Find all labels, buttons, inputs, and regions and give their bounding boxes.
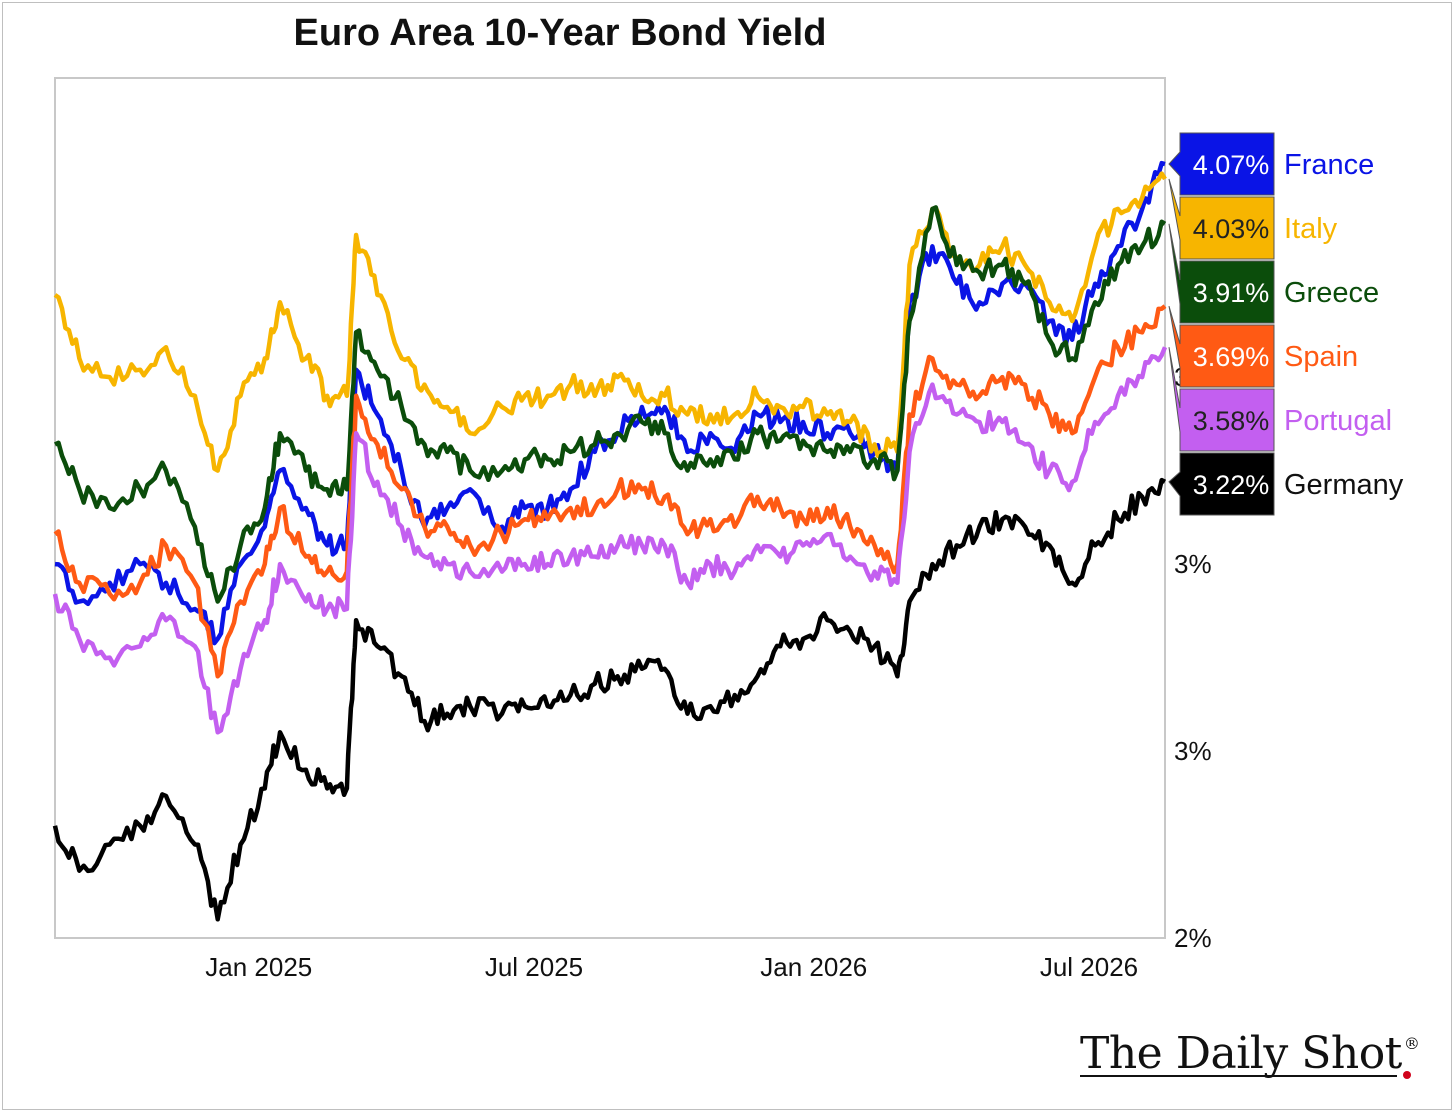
y-tick-label: 3% <box>1174 736 1212 766</box>
y-tick-label: 3% <box>1174 549 1212 579</box>
x-tick-label: Jul 2026 <box>1040 952 1138 982</box>
end-label-portugal: 3.58% Portugal <box>1168 347 1392 452</box>
end-label-box <box>1168 178 1275 260</box>
series-name: Germany <box>1284 469 1404 501</box>
y-tick-label: 2% <box>1174 923 1212 953</box>
end-label-value: 3.91% <box>1193 278 1270 308</box>
series-name: Spain <box>1284 341 1358 373</box>
series-line-italy <box>53 171 1167 473</box>
end-label-spain: 3.69% Spain <box>1168 305 1358 388</box>
end-label-box <box>1168 132 1275 196</box>
x-tick-label: Jan 2025 <box>205 952 312 982</box>
brand-name: The Daily Shot <box>1080 1028 1402 1079</box>
series-name: Italy <box>1284 213 1338 245</box>
logo-red-dot <box>1403 1071 1412 1079</box>
series-name: France <box>1284 149 1374 181</box>
end-labels: 4.07% France 4.03% Italy 3.91% Greece 3.69% Spa… <box>1168 132 1404 516</box>
series-name: Portugal <box>1284 405 1392 437</box>
chart-title: Euro Area 10-Year Bond Yield <box>293 12 827 54</box>
x-tick-label: Jan 2026 <box>760 952 867 982</box>
end-label-italy: 4.03% Italy <box>1168 178 1338 260</box>
end-label-france: 4.07% France <box>1168 132 1374 196</box>
logo-underline <box>1080 1075 1398 1077</box>
end-label-box <box>1168 305 1275 388</box>
plot-area <box>54 77 1166 939</box>
the-daily-shot-logo: The Daily Shot ® <box>1080 1028 1420 1079</box>
registered-mark: ® <box>1403 1034 1420 1053</box>
series-line-portugal <box>52 346 1168 735</box>
end-label-box <box>1168 347 1275 452</box>
end-label-value: 4.03% <box>1193 214 1270 244</box>
end-label-greece: 3.91% Greece <box>1168 223 1379 324</box>
end-label-box <box>1168 452 1275 516</box>
series-name: Greece <box>1284 277 1379 309</box>
series-line-greece <box>54 205 1167 604</box>
x-axis: Jan 2025 Jul 2025 Jan 2026 Jul 2026 <box>205 952 1138 982</box>
end-label-value: 4.07% <box>1193 150 1270 180</box>
end-label-box <box>1168 223 1275 324</box>
end-label-value: 3.58% <box>1193 406 1270 436</box>
series-layer <box>52 160 1168 922</box>
x-tick-label: Jul 2025 <box>485 952 583 982</box>
end-label-germany: 3.22% Germany <box>1168 452 1404 516</box>
series-line-spain <box>53 304 1167 679</box>
end-label-value: 3.69% <box>1193 342 1270 372</box>
end-label-value: 3.22% <box>1193 470 1270 500</box>
series-line-germany <box>52 477 1167 922</box>
